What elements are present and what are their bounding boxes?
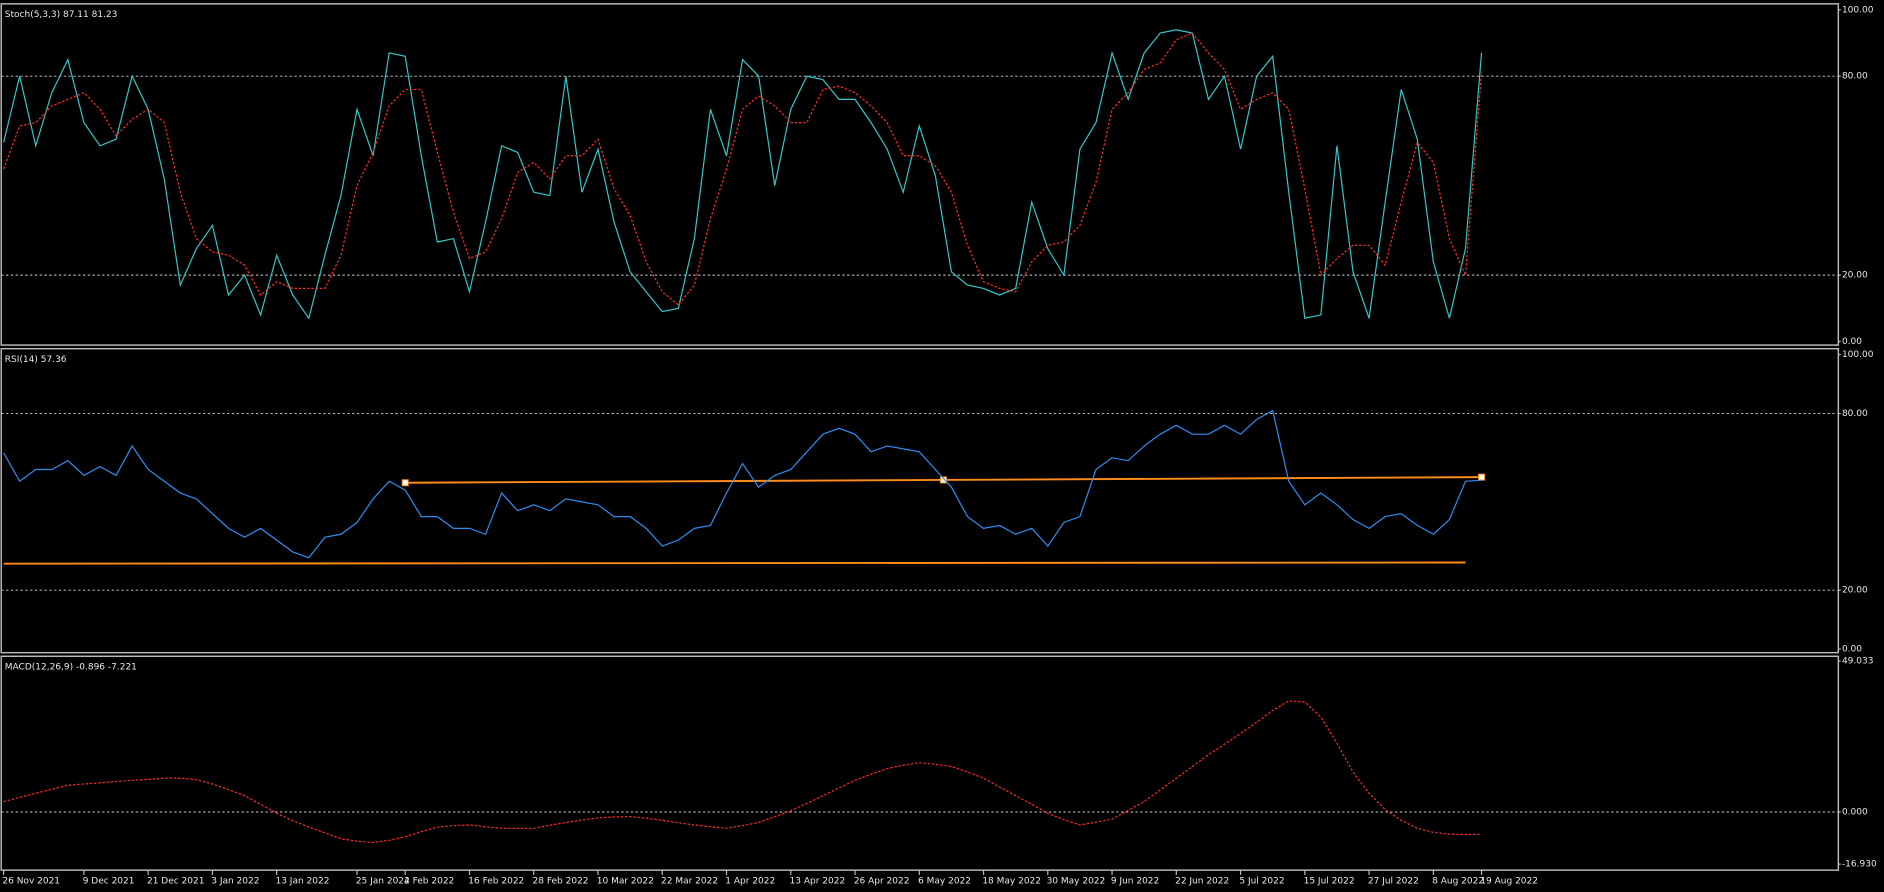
panel-title: RSI(14) 57.36 <box>5 355 67 365</box>
x-tick-label: 18 May 2022 <box>982 876 1041 886</box>
x-tick-label: 21 Dec 2021 <box>147 876 205 886</box>
series-line <box>3 29 1483 320</box>
x-tick-label: 27 Jul 2022 <box>1368 876 1419 886</box>
x-tick-label: 15 Jul 2022 <box>1304 876 1355 886</box>
y-tick-label: 20.00 <box>1842 586 1868 596</box>
series-line <box>3 32 1483 306</box>
x-tick-label: 4 Feb 2022 <box>404 876 454 886</box>
trend-line <box>3 561 1466 565</box>
y-tick-label: 80.00 <box>1842 72 1868 82</box>
y-tick-label: 0.00 <box>1842 337 1862 347</box>
x-tick-label: 8 Aug 2022 <box>1432 876 1484 886</box>
x-tick-label: 6 May 2022 <box>918 876 971 886</box>
x-tick-label: 26 Nov 2021 <box>2 876 60 886</box>
y-tick-label: 20.00 <box>1842 271 1868 281</box>
x-tick-label: 1 Apr 2022 <box>725 876 775 886</box>
trend-handle <box>939 476 947 484</box>
x-tick-label: 25 Jan 2022 <box>356 876 410 886</box>
y-tick-label: 80.00 <box>1842 409 1868 419</box>
x-tick-label: 9 Jun 2022 <box>1111 876 1159 886</box>
y-tick-label: -16.930 <box>1842 860 1877 870</box>
series-line <box>3 700 1482 844</box>
x-tick-label: 3 Jan 2022 <box>211 876 259 886</box>
y-tick-label: 100.00 <box>1842 350 1874 360</box>
series-line <box>3 409 1482 559</box>
x-tick-label: 22 Mar 2022 <box>661 876 718 886</box>
x-tick-label: 26 Apr 2022 <box>854 876 910 886</box>
x-tick-label: 19 Aug 2022 <box>1480 876 1538 886</box>
y-tick-label: 0.000 <box>1842 808 1868 818</box>
x-tick-label: 9 Dec 2021 <box>83 876 135 886</box>
y-tick-label: 0.00 <box>1842 645 1862 655</box>
trend-handle <box>401 479 409 487</box>
x-tick-label: 16 Feb 2022 <box>468 876 524 886</box>
panel-title: MACD(12,26,9) -0.896 -7.221 <box>5 663 137 673</box>
x-tick-label: 30 May 2022 <box>1047 876 1106 886</box>
x-tick-label: 13 Apr 2022 <box>790 876 846 886</box>
y-tick-label: 49.033 <box>1842 657 1874 667</box>
trend-handle <box>1478 473 1486 481</box>
x-tick-label: 22 Jun 2022 <box>1175 876 1229 886</box>
panel-frame <box>0 3 1840 346</box>
x-tick-label: 13 Jan 2022 <box>275 876 329 886</box>
x-tick-label: 28 Feb 2022 <box>533 876 589 886</box>
x-tick-label: 5 Jul 2022 <box>1239 876 1284 886</box>
x-tick-label: 10 Mar 2022 <box>597 876 654 886</box>
y-tick-label: 100.00 <box>1842 5 1874 15</box>
panel-title: Stoch(5,3,3) 87.11 81.23 <box>5 10 118 20</box>
panel-frame <box>0 347 1840 654</box>
